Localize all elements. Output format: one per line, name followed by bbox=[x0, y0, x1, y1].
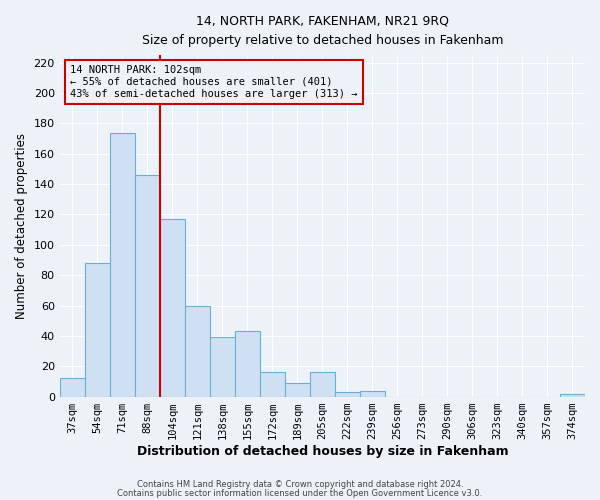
Bar bbox=[335, 392, 360, 396]
Y-axis label: Number of detached properties: Number of detached properties bbox=[15, 133, 28, 319]
Bar bbox=[110, 132, 135, 396]
Bar bbox=[135, 175, 160, 396]
Bar bbox=[160, 219, 185, 396]
Bar bbox=[210, 338, 235, 396]
Text: Contains public sector information licensed under the Open Government Licence v3: Contains public sector information licen… bbox=[118, 489, 482, 498]
Bar bbox=[185, 306, 210, 396]
Bar bbox=[310, 372, 335, 396]
Bar bbox=[59, 378, 85, 396]
Bar bbox=[285, 383, 310, 396]
Bar bbox=[360, 390, 385, 396]
Bar bbox=[560, 394, 585, 396]
X-axis label: Distribution of detached houses by size in Fakenham: Distribution of detached houses by size … bbox=[137, 444, 508, 458]
Text: 14 NORTH PARK: 102sqm
← 55% of detached houses are smaller (401)
43% of semi-det: 14 NORTH PARK: 102sqm ← 55% of detached … bbox=[70, 66, 358, 98]
Bar bbox=[235, 332, 260, 396]
Text: Contains HM Land Registry data © Crown copyright and database right 2024.: Contains HM Land Registry data © Crown c… bbox=[137, 480, 463, 489]
Bar bbox=[260, 372, 285, 396]
Title: 14, NORTH PARK, FAKENHAM, NR21 9RQ
Size of property relative to detached houses : 14, NORTH PARK, FAKENHAM, NR21 9RQ Size … bbox=[142, 15, 503, 47]
Bar bbox=[85, 263, 110, 396]
